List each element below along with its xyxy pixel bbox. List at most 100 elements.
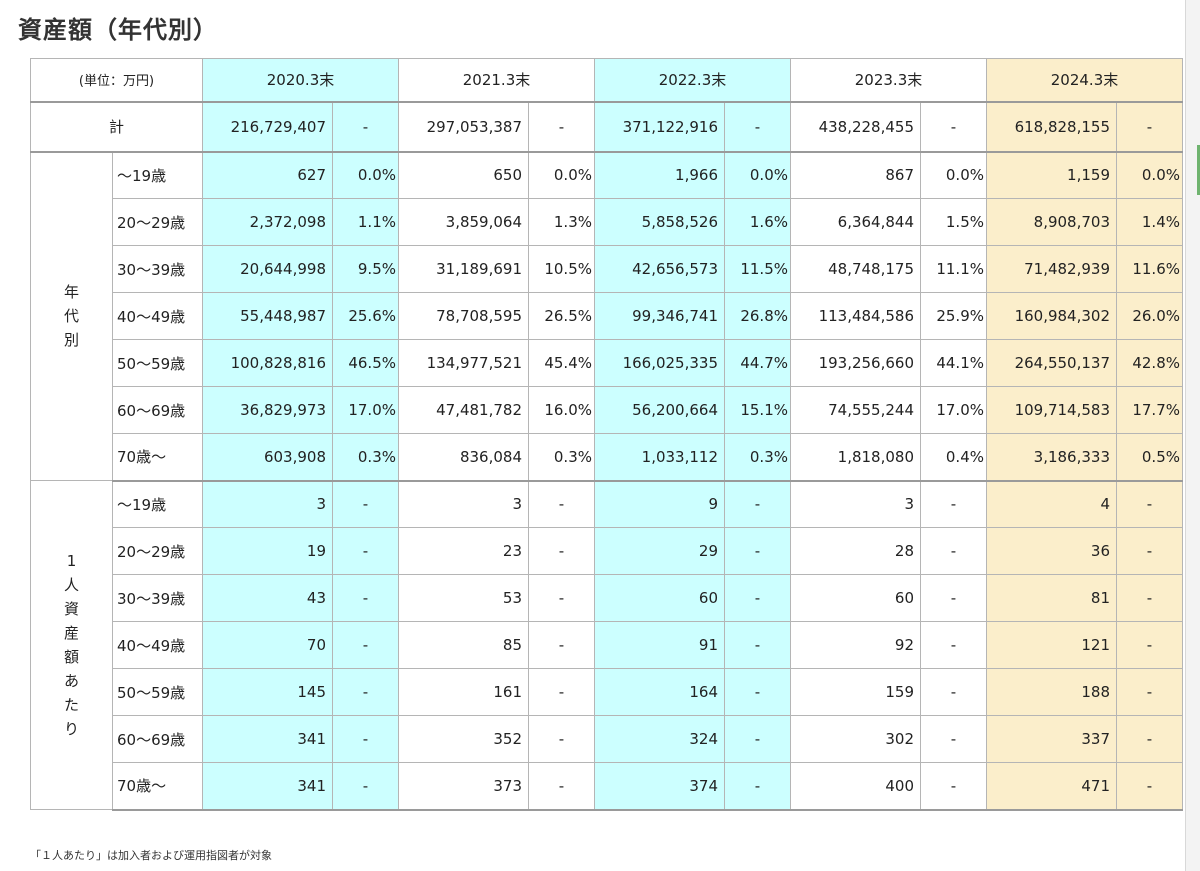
share-cell: 45.4%: [528, 339, 595, 387]
value-cell: 161: [398, 668, 529, 716]
table-row: 60～69歳 341-352-324-302-337-: [31, 715, 1183, 763]
total-value: 297,053,387: [398, 101, 529, 153]
value-cell: 4: [986, 480, 1117, 528]
year-header: 2022.3末: [594, 58, 791, 103]
share-cell: -: [920, 480, 987, 528]
age-label: ～19歳: [112, 151, 203, 199]
value-cell: 1,818,080: [790, 433, 921, 482]
share-cell: 0.3%: [528, 433, 595, 482]
value-cell: 3: [790, 480, 921, 528]
share-cell: 44.1%: [920, 339, 987, 387]
total-label: 計: [30, 101, 203, 153]
year-header: 2021.3末: [398, 58, 595, 103]
value-cell: 20,644,998: [202, 245, 333, 293]
share-cell: -: [332, 621, 399, 669]
share-cell: 0.0%: [1116, 151, 1183, 199]
value-cell: 1,033,112: [594, 433, 725, 482]
share-cell: 0.0%: [528, 151, 595, 199]
value-cell: 19: [202, 527, 333, 575]
value-cell: 264,550,137: [986, 339, 1117, 387]
share-cell: -: [724, 762, 791, 811]
value-cell: 341: [202, 762, 333, 811]
share-cell: -: [1116, 621, 1183, 669]
total-share: -: [724, 101, 791, 153]
value-cell: 1,966: [594, 151, 725, 199]
value-cell: 36,829,973: [202, 386, 333, 434]
share-cell: 0.0%: [920, 151, 987, 199]
value-cell: 85: [398, 621, 529, 669]
group-label-age: 年代別: [30, 151, 113, 481]
age-label: 50～59歳: [112, 339, 203, 387]
value-cell: 337: [986, 715, 1117, 763]
share-cell: 11.1%: [920, 245, 987, 293]
value-cell: 60: [594, 574, 725, 622]
page-title: 資産額（年代別）: [18, 16, 218, 44]
table-row: 60～69歳 36,829,973 17.0% 47,481,782 16.0% 56,2…: [31, 386, 1183, 434]
share-cell: -: [1116, 715, 1183, 763]
value-cell: 471: [986, 762, 1117, 811]
value-cell: 29: [594, 527, 725, 575]
share-cell: -: [528, 668, 595, 716]
share-cell: -: [920, 668, 987, 716]
asset-table-body: (単位：万円) 2020.3末 2021.3末 2022.3末 2023.3末 2024.…: [30, 58, 1183, 811]
share-cell: -: [1116, 480, 1183, 528]
value-cell: 188: [986, 668, 1117, 716]
value-cell: 1,159: [986, 151, 1117, 199]
share-cell: 26.8%: [724, 292, 791, 340]
share-cell: -: [528, 762, 595, 811]
value-cell: 400: [790, 762, 921, 811]
age-label: 20～29歳: [112, 527, 203, 575]
scrollbar-track[interactable]: [1185, 0, 1200, 871]
share-cell: -: [920, 574, 987, 622]
value-cell: 836,084: [398, 433, 529, 482]
share-cell: -: [332, 527, 399, 575]
value-cell: 145: [202, 668, 333, 716]
table-row: 20～29歳 19-23-29-28-36-: [31, 527, 1183, 575]
header-row: (単位：万円) 2020.3末 2021.3末 2022.3末 2023.3末 2024.…: [30, 58, 1183, 103]
value-cell: 374: [594, 762, 725, 811]
value-cell: 373: [398, 762, 529, 811]
share-cell: 16.0%: [528, 386, 595, 434]
share-cell: 0.3%: [332, 433, 399, 482]
table-row: 50～59歳 145-161-164-159-188-: [31, 668, 1183, 716]
value-cell: 650: [398, 151, 529, 199]
total-value: 216,729,407: [202, 101, 333, 153]
share-cell: -: [332, 715, 399, 763]
value-cell: 302: [790, 715, 921, 763]
group-label-text: 年代別: [63, 283, 79, 350]
value-cell: 3,186,333: [986, 433, 1117, 482]
share-cell: -: [1116, 668, 1183, 716]
share-cell: 44.7%: [724, 339, 791, 387]
asset-table: (単位：万円) 2020.3末 2021.3末 2022.3末 2023.3末 2024.…: [30, 58, 1183, 811]
age-label: 30～39歳: [112, 574, 203, 622]
value-cell: 81: [986, 574, 1117, 622]
share-cell: -: [528, 715, 595, 763]
share-cell: 17.0%: [920, 386, 987, 434]
value-cell: 6,364,844: [790, 198, 921, 246]
share-cell: -: [724, 480, 791, 528]
group-label-text: 1人資産額あたり: [63, 552, 79, 738]
age-label: 30～39歳: [112, 245, 203, 293]
table-row: 年代別 ～19歳 627 0.0% 650 0.0% 1,966 0.0% 867 0.0% 1,1…: [30, 151, 1183, 481]
total-share: -: [528, 101, 595, 153]
share-cell: 15.1%: [724, 386, 791, 434]
value-cell: 341: [202, 715, 333, 763]
share-cell: -: [920, 621, 987, 669]
value-cell: 43: [202, 574, 333, 622]
value-cell: 23: [398, 527, 529, 575]
value-cell: 134,977,521: [398, 339, 529, 387]
share-cell: 10.5%: [528, 245, 595, 293]
value-cell: 74,555,244: [790, 386, 921, 434]
share-cell: 1.3%: [528, 198, 595, 246]
value-cell: 48,748,175: [790, 245, 921, 293]
share-cell: -: [332, 574, 399, 622]
share-cell: -: [528, 480, 595, 528]
value-cell: 36: [986, 527, 1117, 575]
share-cell: -: [528, 621, 595, 669]
share-cell: -: [332, 762, 399, 811]
total-value: 371,122,916: [594, 101, 725, 153]
total-share: -: [332, 101, 399, 153]
age-label: 70歳～: [112, 433, 203, 482]
value-cell: 78,708,595: [398, 292, 529, 340]
share-cell: -: [332, 480, 399, 528]
